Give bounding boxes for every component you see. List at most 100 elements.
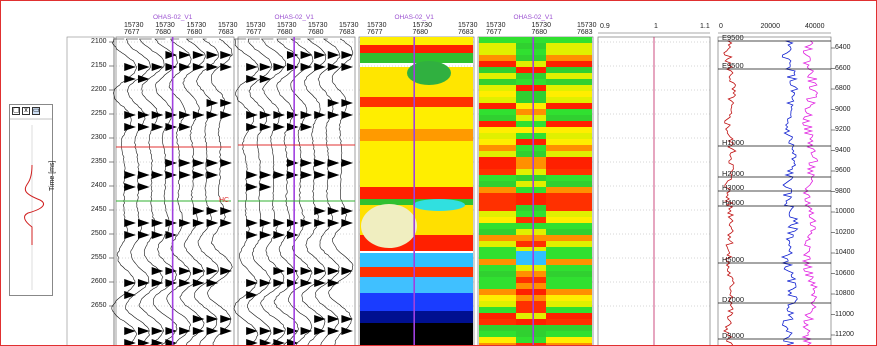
trace-peak-fill [273,171,285,179]
cdp-bottom-label: 7683 [577,29,593,36]
cdp-bottom-label: 7677 [486,29,502,36]
trace-peak-fill [206,63,219,71]
impedance-band [516,319,546,325]
trace-peak-fill [192,159,205,167]
trace-peak-fill [151,123,164,131]
well-top-label: H5000 [722,255,745,264]
trace-peak-fill [165,279,178,287]
trace-peak-fill [273,111,285,119]
impedance-band [516,79,546,85]
impedance-band [516,127,546,133]
trace-peak-fill [165,51,178,59]
trace-peak-fill [124,219,136,227]
trace-peak-fill [341,315,353,323]
impedance-band [516,295,546,301]
seismic-trace [207,38,233,345]
impedance-band [516,247,546,253]
trace-peak-fill [246,327,258,335]
cdp-bottom-label: 7683 [339,29,355,36]
trace-peak-fill [300,267,313,275]
trace-peak-fill [259,279,272,287]
amplitude-band [360,323,473,345]
trace-peak-fill [165,327,178,335]
cdp-bottom-label: 7683 [458,29,474,36]
impedance-band [516,211,546,217]
trace-peak-fill [327,99,340,107]
well-top-label: D2000 [722,295,745,304]
depth-tick-label: 9000 [835,105,851,113]
impedance-band [516,217,546,223]
trace-peak-fill [286,123,299,131]
impedance-band [516,187,546,193]
amplitude-band [360,107,473,129]
trace-peak-fill [151,339,164,345]
trace-peak-fill [246,339,258,345]
well-top-label: H2000 [722,169,745,178]
amplitude-band [360,187,473,199]
trace-peak-fill [137,111,150,119]
trace-peak-fill [192,63,205,71]
impedance-band [516,61,546,67]
cdp-top-label: 15730 [367,22,387,29]
window-icon[interactable]: ▭ [32,107,40,115]
amplitude-blob [407,61,451,85]
close-icon[interactable]: x [22,107,30,115]
impedance-band [516,73,546,79]
trace-peak-fill [124,183,136,191]
impedance-band [516,199,546,205]
time-tick-label: 2650 [91,302,107,309]
trace-peak-fill [124,171,136,179]
impedance-band [516,343,546,345]
trace-peak-fill [151,171,164,179]
time-tick-label: 2300 [91,134,107,141]
trace-peak-fill [327,207,340,215]
cdp-top-label: 15730 [186,22,207,29]
impedance-band [516,67,546,73]
impedance-band [516,103,546,109]
trace-peak-fill [259,339,272,345]
cdp-top-label: 15730 [531,22,551,29]
trace-peak-fill [165,231,178,239]
impedance-band [516,151,546,157]
trace-peak-fill [220,63,232,71]
trace-peak-fill [327,279,340,287]
depth-tick-label: 9200 [835,126,851,133]
well-top-label: H1000 [722,138,745,147]
track-title: OHAS-02_V1 [394,14,434,21]
amplitude-band [360,253,473,267]
trace-peak-fill [124,279,136,287]
trace-peak-fill [192,51,205,59]
trace-peak-fill [341,267,353,275]
trace-peak-fill [151,111,164,119]
well-top-label: D3000 [722,331,745,340]
amplitude-band [360,277,473,293]
impedance-band [516,337,546,343]
trace-peak-fill [124,327,136,335]
trace-peak-fill [286,51,299,59]
time-tick-label: 2150 [91,62,107,69]
log-top-tick-label: 40000 [805,23,825,30]
trace-peak-fill [246,231,258,239]
depth-tick-label: 6400 [835,44,851,51]
restore-icon[interactable]: ▢ [12,107,20,115]
impedance-band [516,265,546,271]
depth-tick-label: 10200 [835,228,855,236]
well-top-label: H3000 [722,183,745,192]
cdp-top-label: 15730 [155,22,175,29]
trace-peak-fill [286,159,299,167]
trace-peak-fill [151,219,164,227]
cdp-top-label: 15730 [277,22,297,29]
trace-peak-fill [300,171,313,179]
cdp-bottom-label: 7680 [277,29,293,36]
trace-peak-fill [137,75,150,83]
trace-peak-fill [206,159,219,167]
cdp-bottom-label: 7680 [155,29,171,36]
sonic-log [780,40,799,345]
impedance-band [516,157,546,163]
trace-peak-fill [300,279,313,287]
trace-peak-fill [179,171,191,179]
trace-peak-fill [259,183,272,191]
trace-peak-fill [314,327,326,335]
trace-peak-fill [341,63,353,71]
trace-peak-fill [341,51,353,59]
